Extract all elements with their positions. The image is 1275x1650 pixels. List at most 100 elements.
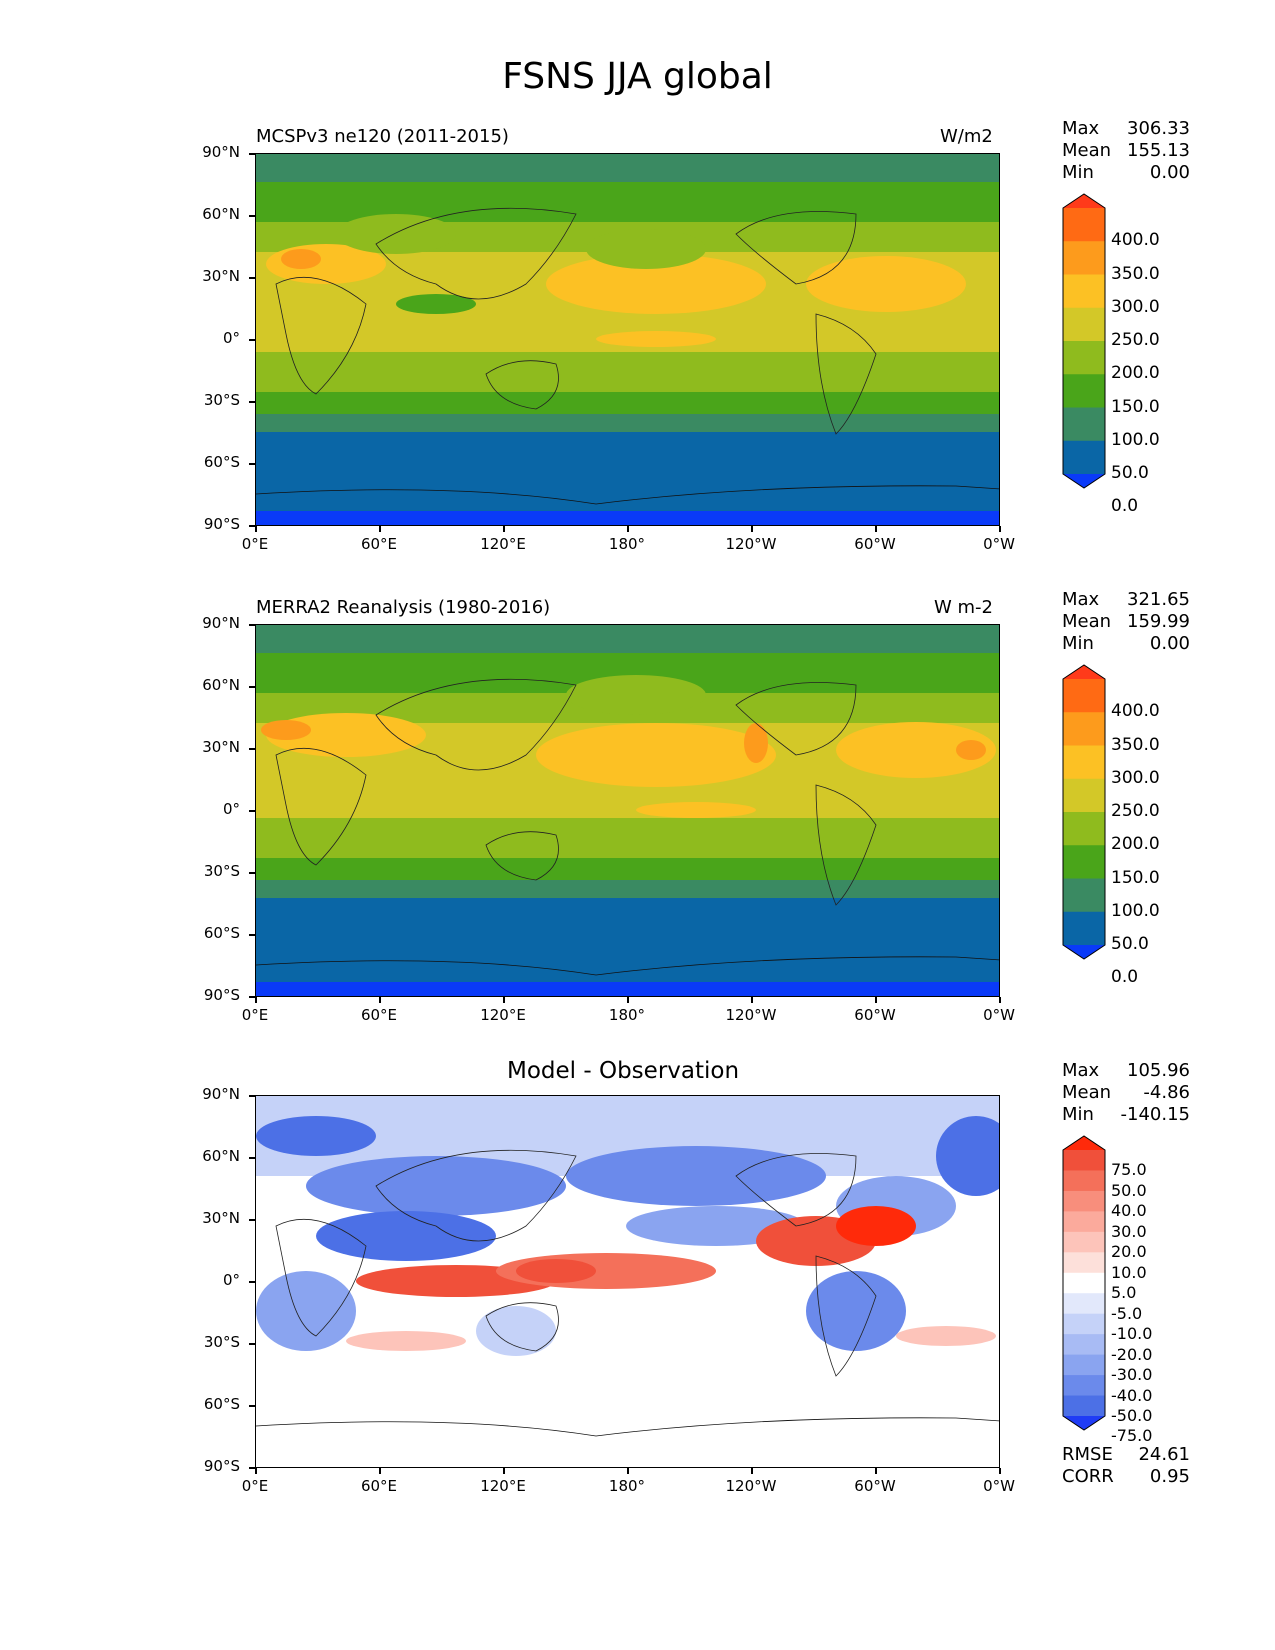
colorbar-segment: [1063, 878, 1105, 913]
panel-difference-title: Model - Observation: [507, 1058, 740, 1084]
metric-rmse-value: 24.61: [1138, 1444, 1190, 1465]
lat-tick-mark: [249, 1467, 255, 1469]
figure-title: FSNS JJA global: [502, 56, 773, 97]
stat-min-value: 0.00: [1149, 633, 1190, 654]
stat-min-label: Min: [1062, 162, 1094, 183]
lon-tick-mark: [875, 1468, 877, 1474]
difference-map: [255, 1095, 1000, 1468]
lon-tick-label: 0°W: [983, 1477, 1015, 1495]
lat-tick-mark: [249, 872, 255, 874]
lon-tick-mark: [875, 526, 877, 532]
lon-tick-label: 120°E: [480, 1006, 526, 1024]
lat-tick-mark: [249, 153, 255, 155]
lon-tick-mark: [627, 1468, 629, 1474]
lat-tick-label: 30°S: [203, 391, 240, 409]
lat-tick-mark: [249, 1157, 255, 1159]
panel-model-title: MCSPv3 ne120 (2011-2015): [256, 126, 509, 147]
colorbar-tick-label: 300.0: [1111, 296, 1160, 317]
lon-tick-label: 60°E: [360, 1006, 398, 1024]
colorbar-tick-label: -30.0: [1111, 1365, 1153, 1385]
colorbar-segment: [1063, 241, 1105, 275]
lat-tick-mark: [249, 996, 255, 998]
lat-tick-mark: [249, 215, 255, 217]
lon-tick-label: 0°E: [241, 1006, 269, 1024]
stat-mean-value: 159.99: [1127, 611, 1190, 632]
lon-tick-mark: [751, 526, 753, 532]
colorbar-segment: [1063, 341, 1105, 375]
colorbar-outline: [1062, 664, 1106, 960]
colorbar-segment: [1063, 845, 1105, 879]
lat-tick-label: 0°: [222, 800, 240, 818]
colorbar-segment: [1063, 1375, 1105, 1397]
lon-tick-mark: [379, 1468, 381, 1474]
lon-tick-mark: [751, 997, 753, 1003]
observation-map-plot: [256, 625, 999, 996]
colorbar-tick-label: 150.0: [1111, 867, 1160, 888]
colorbar-tick-label: 0.0: [1111, 496, 1139, 517]
colorbar-tick-label: -40.0: [1111, 1385, 1153, 1405]
colorbar-segment: [1063, 1190, 1105, 1212]
colorbar-extension-top: [1063, 665, 1105, 679]
lon-tick-label: 0°E: [241, 1477, 269, 1495]
lon-tick-mark: [503, 997, 505, 1003]
lon-tick-mark: [255, 1468, 257, 1474]
lon-tick-label: 60°E: [360, 535, 398, 553]
lat-tick-label: 60°N: [202, 676, 240, 694]
colorbar-tick-label: 400.0: [1111, 701, 1160, 722]
stat-mean-value: 155.13: [1127, 140, 1190, 161]
stat-mean-label: Mean: [1062, 611, 1112, 632]
stat-min-value: 0.00: [1149, 162, 1190, 183]
lon-tick-mark: [999, 526, 1001, 532]
colorbar-segment: [1063, 745, 1105, 780]
colorbar-tick-label: -5.0: [1111, 1303, 1143, 1323]
colorbar-tick-label: -10.0: [1111, 1324, 1153, 1344]
observation-map: [255, 624, 1000, 997]
stat-mean-label: Mean: [1062, 140, 1112, 161]
model-map-plot: [256, 154, 999, 525]
panel-observation-title: MERRA2 Reanalysis (1980-2016): [256, 597, 551, 618]
lon-tick-label: 180°: [608, 1477, 646, 1495]
lon-tick-mark: [999, 1468, 1001, 1474]
colorbar-segment: [1063, 407, 1105, 442]
colorbar-segment: [1063, 1313, 1105, 1335]
stat-min-value: -140.15: [1120, 1104, 1190, 1125]
lon-tick-label: 180°: [608, 1006, 646, 1024]
difference-map-plot: [256, 1096, 999, 1467]
lat-tick-label: 90°N: [202, 143, 240, 161]
colorbar-segment: [1063, 1395, 1105, 1417]
lat-tick-label: 60°S: [203, 453, 240, 471]
lon-tick-label: 60°W: [854, 1477, 896, 1495]
lat-tick-mark: [249, 624, 255, 626]
colorbar-segment: [1063, 1334, 1105, 1356]
colorbar-segment: [1063, 1293, 1105, 1315]
colorbar-extension-top: [1063, 194, 1105, 208]
lon-tick-label: 60°W: [854, 1006, 896, 1024]
lat-tick-label: 30°N: [202, 267, 240, 285]
colorbar-extension-bottom: [1063, 945, 1105, 959]
colorbar-segment: [1063, 812, 1105, 846]
lat-tick-mark: [249, 1343, 255, 1345]
colorbar-segment: [1063, 274, 1105, 309]
colorbar-tick-label: -50.0: [1111, 1406, 1153, 1425]
stat-max-label: Max: [1062, 589, 1100, 610]
colorbar-tick-label: 30.0: [1111, 1221, 1147, 1241]
colorbar-tick-label: 10.0: [1111, 1262, 1147, 1282]
lat-tick-label: 60°N: [202, 205, 240, 223]
lon-tick-mark: [627, 997, 629, 1003]
stat-max-value: 306.33: [1127, 118, 1190, 139]
stat-mean-value: -4.86: [1143, 1082, 1190, 1103]
lat-tick-mark: [249, 277, 255, 279]
colorbar-tick-label: 400.0: [1111, 230, 1160, 251]
lon-tick-label: 0°E: [241, 535, 269, 553]
colorbar-tick-label: 250.0: [1111, 801, 1160, 821]
lat-tick-label: 60°S: [203, 924, 240, 942]
colorbar-tick-label: 50.0: [1111, 463, 1149, 483]
colorbar-tick-label: 100.0: [1111, 900, 1160, 921]
lon-tick-label: 60°E: [360, 1477, 398, 1495]
lat-tick-mark: [249, 525, 255, 527]
colorbar-observation: [1062, 664, 1106, 960]
lon-tick-label: 120°W: [725, 1006, 777, 1024]
colorbar-segment: [1063, 1231, 1105, 1253]
lon-tick-label: 0°W: [983, 535, 1015, 553]
metric-corr-value: 0.95: [1149, 1466, 1190, 1487]
